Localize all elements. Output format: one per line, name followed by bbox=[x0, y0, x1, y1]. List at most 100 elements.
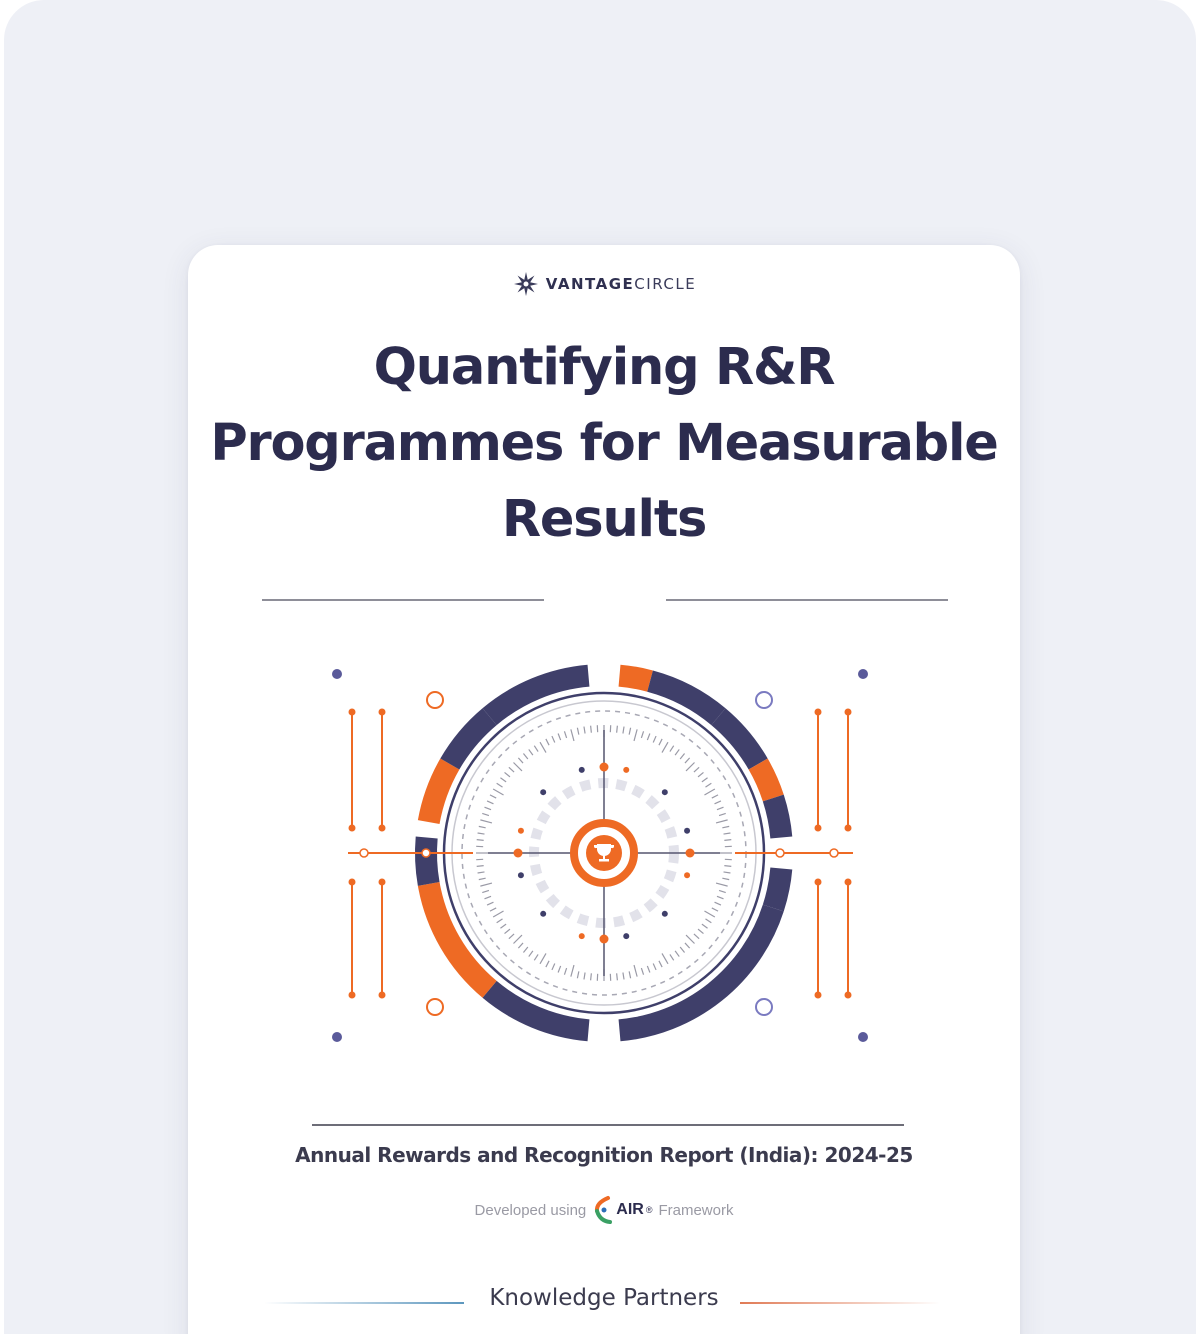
dial-tick bbox=[661, 741, 669, 753]
dial-tick bbox=[711, 794, 719, 799]
dial-tick bbox=[723, 832, 731, 835]
corner-dot bbox=[332, 669, 342, 679]
dial-tick bbox=[674, 749, 680, 756]
dial-tick bbox=[533, 745, 539, 752]
partners-line-right bbox=[740, 1302, 940, 1304]
dial-tick bbox=[723, 871, 731, 874]
dial-tick bbox=[476, 839, 484, 841]
dial-tick bbox=[652, 735, 657, 743]
side-line-dot bbox=[378, 824, 386, 832]
dial-dot bbox=[517, 827, 524, 834]
dial-tick bbox=[693, 766, 700, 773]
footer-divider bbox=[312, 1124, 904, 1126]
dial-dot bbox=[540, 910, 547, 917]
dial-tick bbox=[718, 812, 726, 817]
dial-dot bbox=[540, 789, 547, 796]
dial-tick bbox=[482, 812, 490, 817]
developed-prefix: Developed using bbox=[474, 1201, 587, 1219]
side-line-dot bbox=[844, 878, 852, 886]
dial-tick bbox=[718, 889, 726, 894]
dial-arc-segment bbox=[762, 867, 793, 912]
side-line-dot bbox=[348, 991, 356, 999]
dial-tick bbox=[633, 729, 638, 742]
corner-dot bbox=[858, 669, 868, 679]
corner-dot bbox=[332, 1032, 342, 1042]
dial-tick bbox=[715, 819, 728, 824]
hollow-ring bbox=[755, 691, 773, 709]
dial-dot bbox=[517, 872, 524, 879]
dial-tick bbox=[484, 895, 492, 900]
dial-tick bbox=[517, 757, 524, 764]
dial-tick bbox=[476, 865, 484, 867]
dial-tick bbox=[697, 928, 704, 935]
corner-dot bbox=[858, 1032, 868, 1042]
dial-tick bbox=[496, 918, 503, 924]
dial-dot bbox=[623, 933, 630, 940]
card-frame: VANTAGECIRCLE Quantifying R&R Programmes… bbox=[4, 0, 1196, 1334]
report-cover[interactable]: VANTAGECIRCLE Quantifying R&R Programmes… bbox=[188, 245, 1020, 1334]
dial-tick bbox=[508, 766, 515, 773]
dial-tick bbox=[640, 731, 645, 739]
dial-arc-segment bbox=[618, 904, 784, 1042]
dial-arc-segment bbox=[618, 664, 653, 692]
dial-tick bbox=[590, 973, 592, 981]
air-swoosh-icon bbox=[595, 1196, 613, 1224]
dial-tick bbox=[705, 782, 712, 788]
dial-arc-segment bbox=[748, 758, 784, 802]
side-line-dot bbox=[814, 708, 822, 716]
dial-tick bbox=[658, 738, 663, 746]
dial-tick bbox=[570, 729, 575, 742]
dial-dot bbox=[599, 762, 609, 772]
trophy-icon bbox=[593, 844, 615, 862]
dial-tick bbox=[492, 910, 504, 918]
dial-arc-segment bbox=[417, 881, 497, 998]
dial-tick bbox=[477, 871, 485, 874]
dial-tick bbox=[478, 877, 486, 881]
dial-tick bbox=[486, 901, 494, 906]
side-decorations bbox=[332, 669, 868, 1042]
air-trademark: ® bbox=[645, 1205, 653, 1215]
side-line-dot bbox=[378, 991, 386, 999]
dial-tick bbox=[685, 934, 695, 944]
report-subtitle: Annual Rewards and Recognition Report (I… bbox=[295, 1143, 913, 1167]
dial-tick bbox=[616, 973, 618, 981]
dial-tick bbox=[722, 877, 730, 881]
dial-arc-segment bbox=[482, 980, 590, 1042]
dial-tick bbox=[496, 782, 503, 788]
dial-dot bbox=[661, 910, 668, 917]
recognition-target-illustration bbox=[332, 664, 868, 1042]
dial-tick bbox=[674, 950, 680, 957]
dial-tick bbox=[652, 963, 657, 971]
side-line-dot bbox=[814, 824, 822, 832]
side-line-dot bbox=[348, 878, 356, 886]
dial-tick bbox=[669, 745, 675, 752]
title-divider-left bbox=[262, 599, 544, 601]
hollow-ring bbox=[426, 998, 444, 1016]
dial-arc-segment bbox=[711, 708, 768, 770]
dial-tick bbox=[679, 946, 686, 953]
dial-tick bbox=[508, 933, 515, 940]
dial-tick bbox=[616, 725, 618, 733]
dial-tick bbox=[714, 800, 722, 805]
hollow-ring bbox=[426, 691, 444, 709]
dial-tick bbox=[701, 777, 708, 783]
dial-tick bbox=[576, 971, 580, 979]
dial-tick bbox=[504, 771, 511, 778]
dial-tick bbox=[489, 907, 497, 912]
connector-node bbox=[829, 848, 839, 858]
dial-tick bbox=[628, 727, 632, 735]
dial-tick bbox=[646, 733, 651, 741]
brand-name: VANTAGECIRCLE bbox=[546, 275, 696, 293]
dial-tick bbox=[477, 832, 485, 835]
dial-tick bbox=[500, 777, 507, 783]
dial-arc-segment bbox=[440, 708, 497, 770]
dial-tick bbox=[492, 788, 504, 796]
dial-tick bbox=[570, 964, 575, 977]
dial-tick bbox=[551, 735, 556, 743]
dial-tick bbox=[724, 839, 732, 841]
brand-name-bold: VANTAGE bbox=[545, 275, 635, 293]
dial-tick bbox=[482, 889, 490, 894]
brand-name-regular: CIRCLE bbox=[634, 275, 697, 293]
dial-tick bbox=[701, 923, 708, 929]
dial-tick bbox=[486, 800, 494, 805]
